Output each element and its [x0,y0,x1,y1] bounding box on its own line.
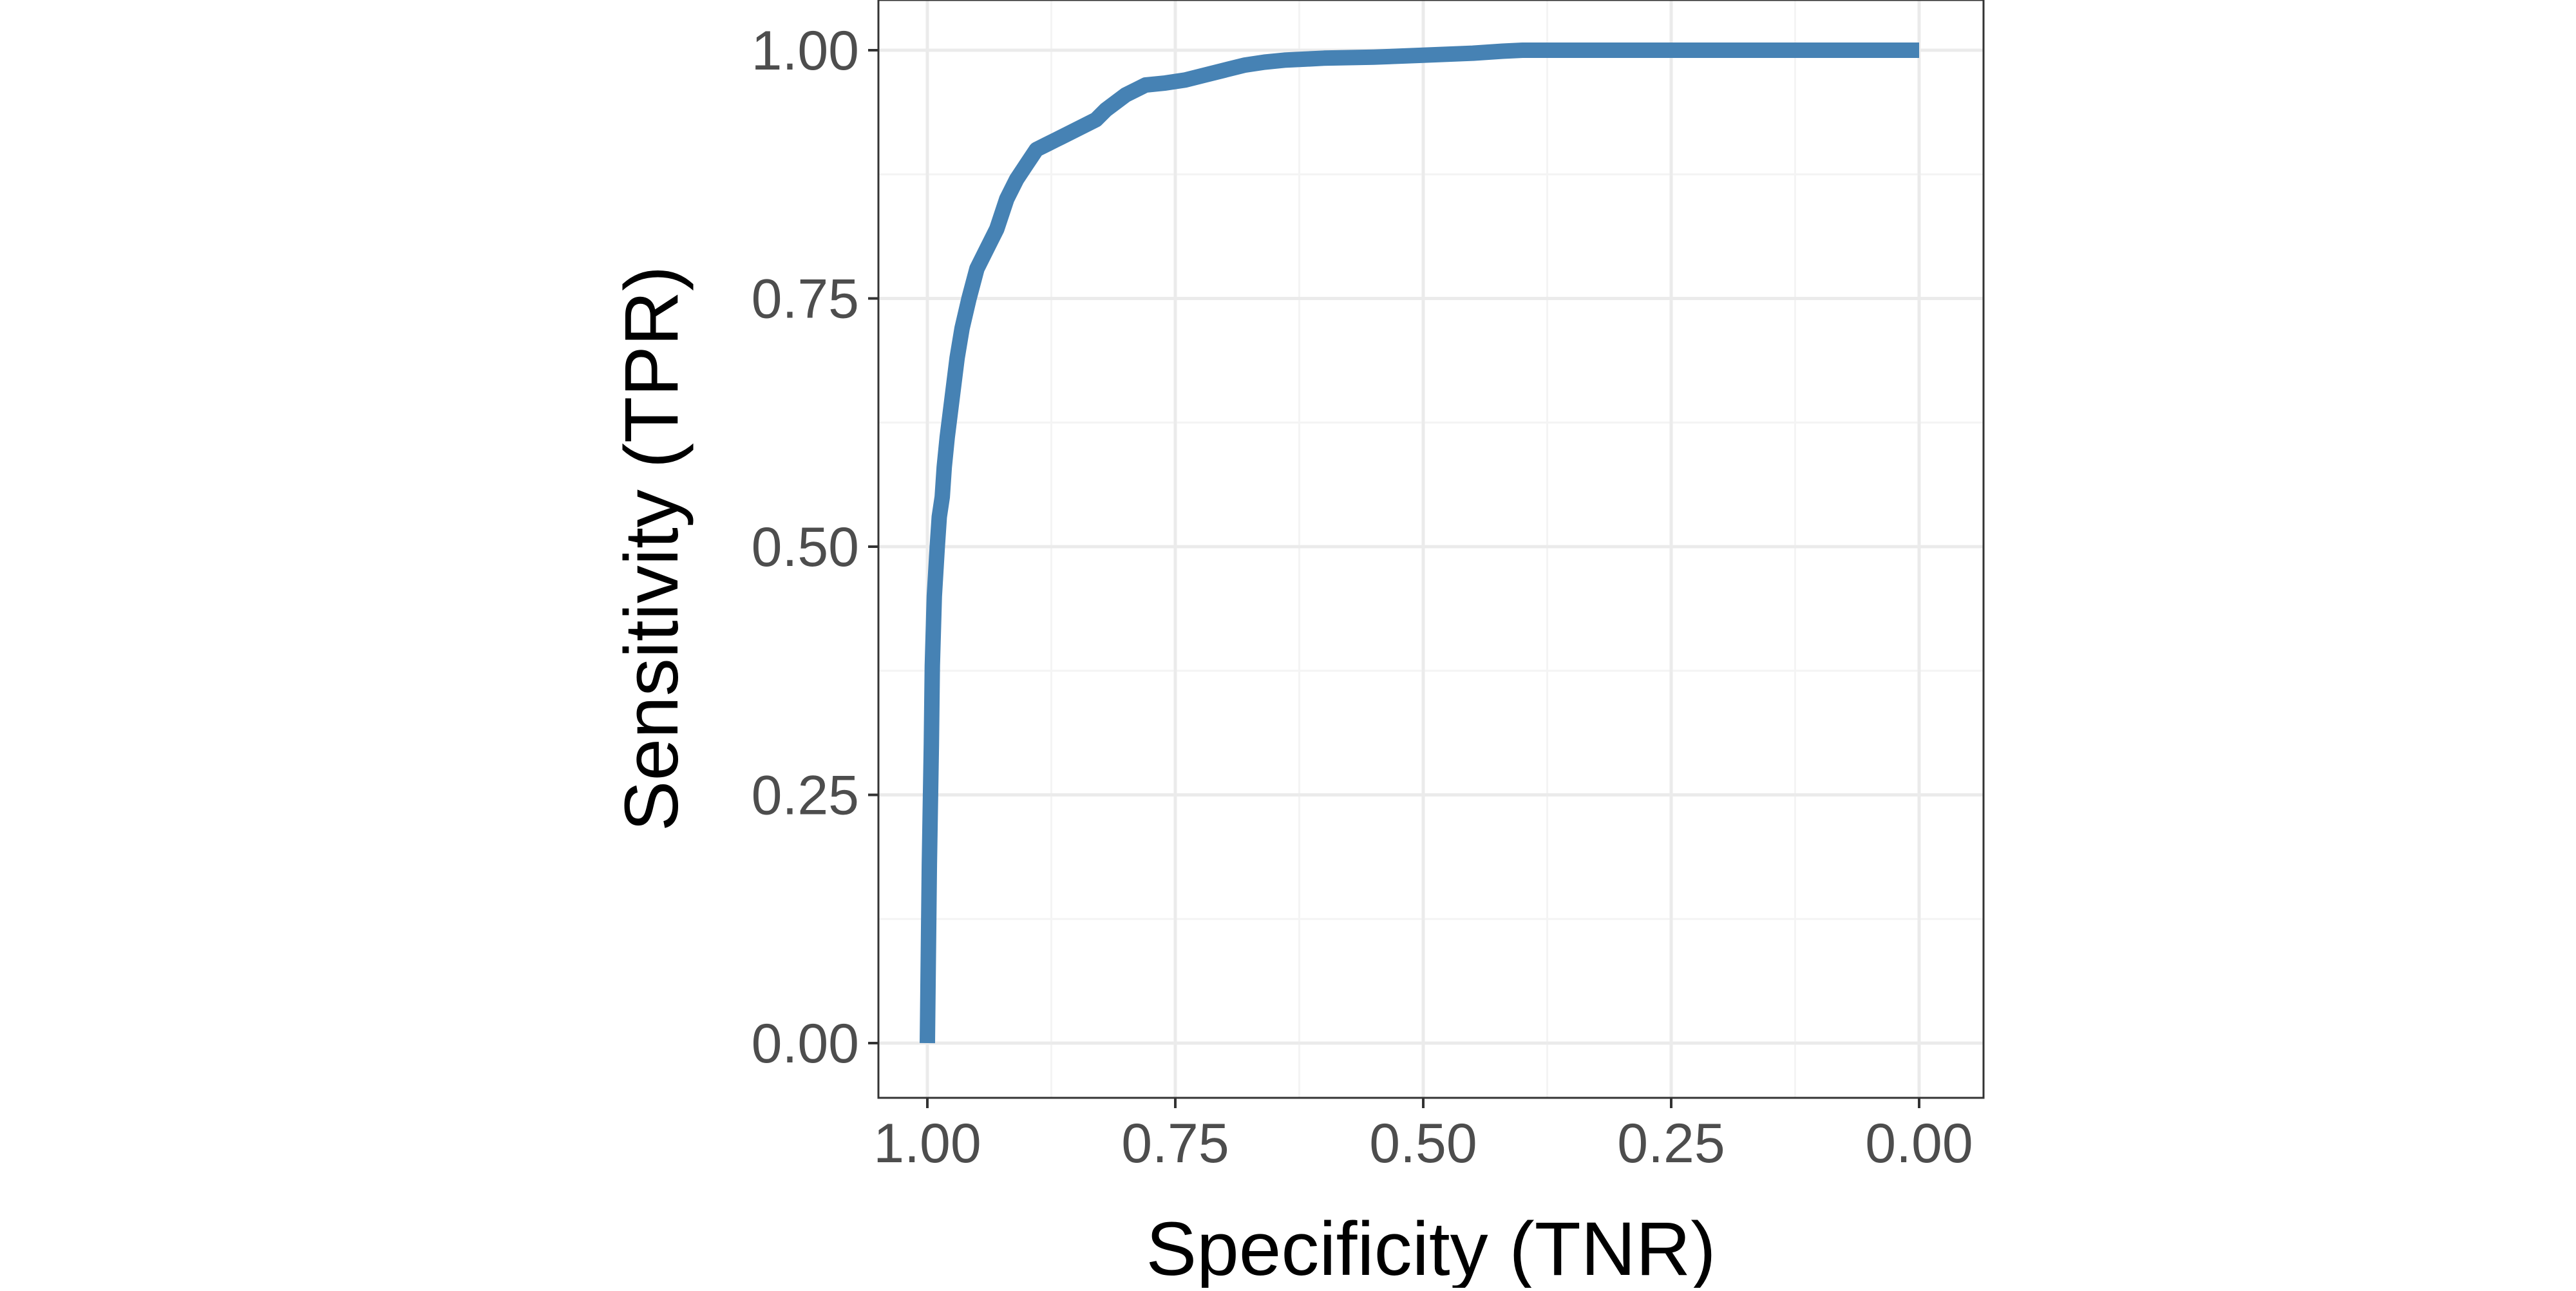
y-tick-label: 0.25 [752,765,859,827]
x-tick-label: 0.50 [1369,1113,1477,1174]
y-tick-label: 1.00 [752,20,859,82]
axis-ticks [868,49,1920,1108]
y-tick-label: 0.00 [752,1013,859,1075]
y-axis-title: Sensitivity (TPR) [609,266,694,832]
roc-curve-line [920,42,1919,1044]
x-tick-label: 0.75 [1121,1113,1229,1174]
y-tick-label: 0.50 [752,516,859,578]
x-axis-title: Specificity (TNR) [1146,1207,1716,1288]
x-tick-label: 1.00 [873,1113,981,1174]
plot-background [878,0,1984,1098]
x-tick-label: 0.25 [1617,1113,1725,1174]
plot-border [877,0,1985,1099]
tick-labels: 1.00 0.75 0.50 0.25 0.00 0.00 0.25 0.50 0.75 1.00 [752,20,1973,1174]
series-group [920,42,1919,1044]
x-tick-label: 0.00 [1865,1113,1973,1174]
y-tick-label: 0.75 [752,269,859,330]
